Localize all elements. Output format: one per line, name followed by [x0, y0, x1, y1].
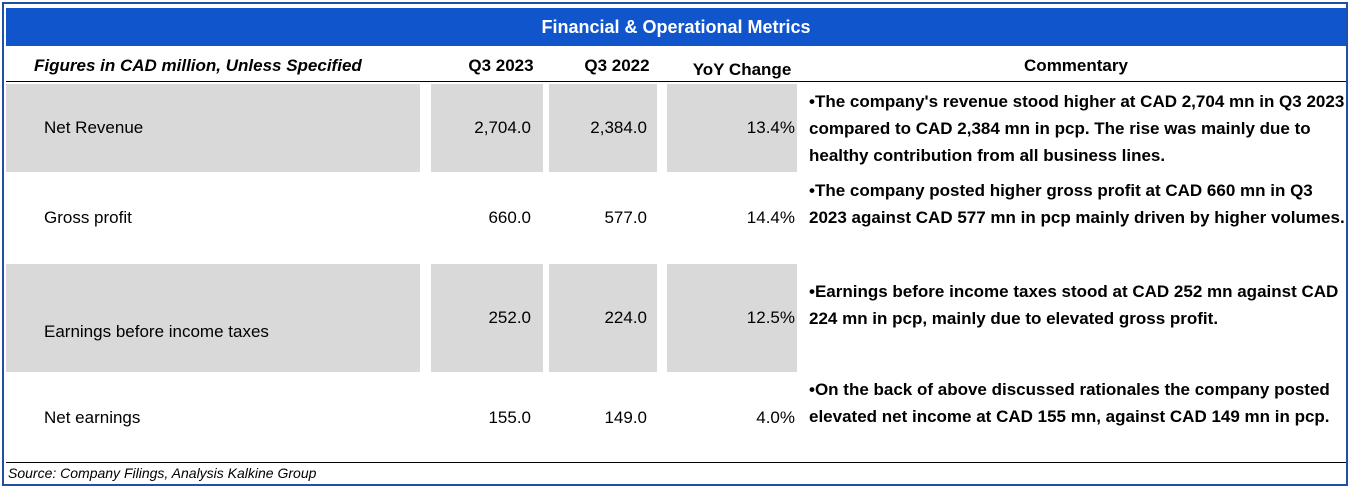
header-q3-2023: Q3 2023	[468, 56, 534, 75]
source-note: Source: Company Filings, Analysis Kalkin…	[8, 465, 317, 481]
row-net-earnings-label: Net earnings	[44, 408, 141, 427]
row-net-earnings-yoy: 4.0%	[756, 408, 795, 427]
row-net-earnings-commentary: •On the back of above discussed rational…	[809, 380, 1330, 426]
row-ebt-commentary: •Earnings before income taxes stood at C…	[809, 282, 1339, 328]
row-net-revenue-q3-2023: 2,704.0	[431, 84, 543, 172]
table-title: Financial & Operational Metrics	[6, 8, 1346, 46]
header-divider	[6, 81, 1346, 82]
row-gross-profit-label: Gross profit	[44, 208, 132, 227]
row-net-revenue-q3-2022: 2,384.0	[549, 84, 657, 172]
row-ebt-yoy: 12.5%	[667, 264, 797, 372]
row-gross-profit-commentary: •The company posted higher gross profit …	[809, 181, 1345, 227]
header-yoy-change: YoY Change	[692, 60, 792, 79]
row-net-earnings-q3-2022: 149.0	[604, 408, 647, 427]
row-net-revenue-yoy: 13.4%	[667, 84, 797, 172]
header-q3-2022: Q3 2022	[584, 56, 650, 75]
header-commentary: Commentary	[1024, 56, 1128, 75]
row-net-revenue-label: Net Revenue	[6, 84, 420, 172]
row-ebt-q3-2022: 224.0	[549, 264, 657, 372]
row-net-revenue-commentary: •The company's revenue stood higher at C…	[809, 92, 1345, 165]
footer-divider	[6, 462, 1346, 463]
row-ebt-label: Earnings before income taxes	[6, 264, 420, 372]
row-gross-profit-yoy: 14.4%	[746, 208, 795, 227]
header-figures-note: Figures in CAD million, Unless Specified	[34, 56, 362, 75]
row-net-earnings-q3-2023: 155.0	[488, 408, 531, 427]
row-ebt-q3-2023: 252.0	[431, 264, 543, 372]
row-gross-profit-q3-2023: 660.0	[488, 208, 531, 227]
row-gross-profit-q3-2022: 577.0	[604, 208, 647, 227]
